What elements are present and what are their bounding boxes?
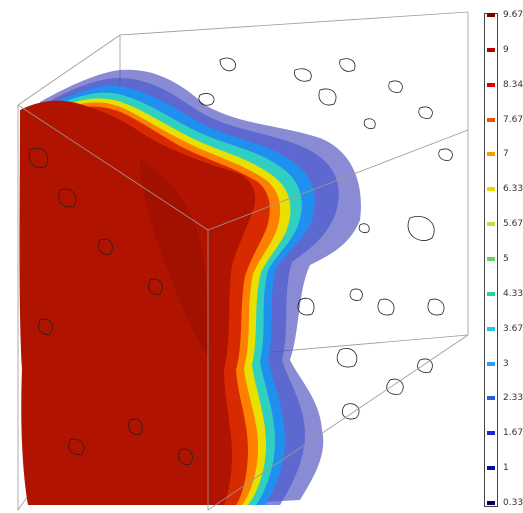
colorbar-swatch bbox=[487, 431, 495, 436]
colorbar-swatch bbox=[487, 47, 495, 52]
colorbar-label: 9.67 bbox=[503, 10, 523, 20]
high-value-core-shade bbox=[140, 160, 210, 360]
isocontour-outlines bbox=[28, 57, 453, 465]
colorbar-label: 9 bbox=[503, 44, 509, 55]
colorbar-label: 3.67 bbox=[503, 323, 523, 334]
colorbar-swatch bbox=[487, 361, 495, 366]
colorbar-swatch bbox=[487, 117, 495, 122]
colorbar-swatch bbox=[487, 291, 495, 296]
colorbar-label: 1 bbox=[503, 463, 509, 474]
colorbar-label: 7 bbox=[503, 149, 509, 160]
colorbar-label: 7.67 bbox=[503, 114, 523, 125]
colorbar-label: 2.33 bbox=[503, 393, 523, 404]
colorbar-swatch bbox=[487, 82, 495, 87]
colorbar-label: 4.33 bbox=[503, 288, 523, 299]
colorbar-swatch bbox=[487, 152, 495, 157]
volume-render-canvas bbox=[17, 11, 469, 511]
cube-front-edges bbox=[17, 11, 469, 511]
colorbar-label: 3 bbox=[503, 358, 509, 369]
colorbar-label: 6.33 bbox=[503, 184, 523, 195]
high-value-core bbox=[19, 100, 256, 505]
colorbar-label: 5.67 bbox=[503, 219, 523, 230]
colorbar-label: 8.34 bbox=[503, 79, 523, 90]
colorbar-swatch bbox=[487, 326, 495, 331]
colorbar-swatch bbox=[487, 187, 495, 192]
colorbar-swatch bbox=[487, 466, 495, 471]
colorbar-swatch bbox=[487, 501, 495, 505]
colorbar-swatch bbox=[487, 396, 495, 401]
colorbar-label: 0.33 bbox=[503, 498, 523, 508]
colorbar-swatch bbox=[487, 13, 495, 17]
colorbar-swatch bbox=[487, 257, 495, 261]
colorbar-swatch bbox=[487, 222, 495, 227]
colorbar-label: 1.67 bbox=[503, 428, 523, 439]
colorbar-label: 5 bbox=[503, 254, 509, 264]
